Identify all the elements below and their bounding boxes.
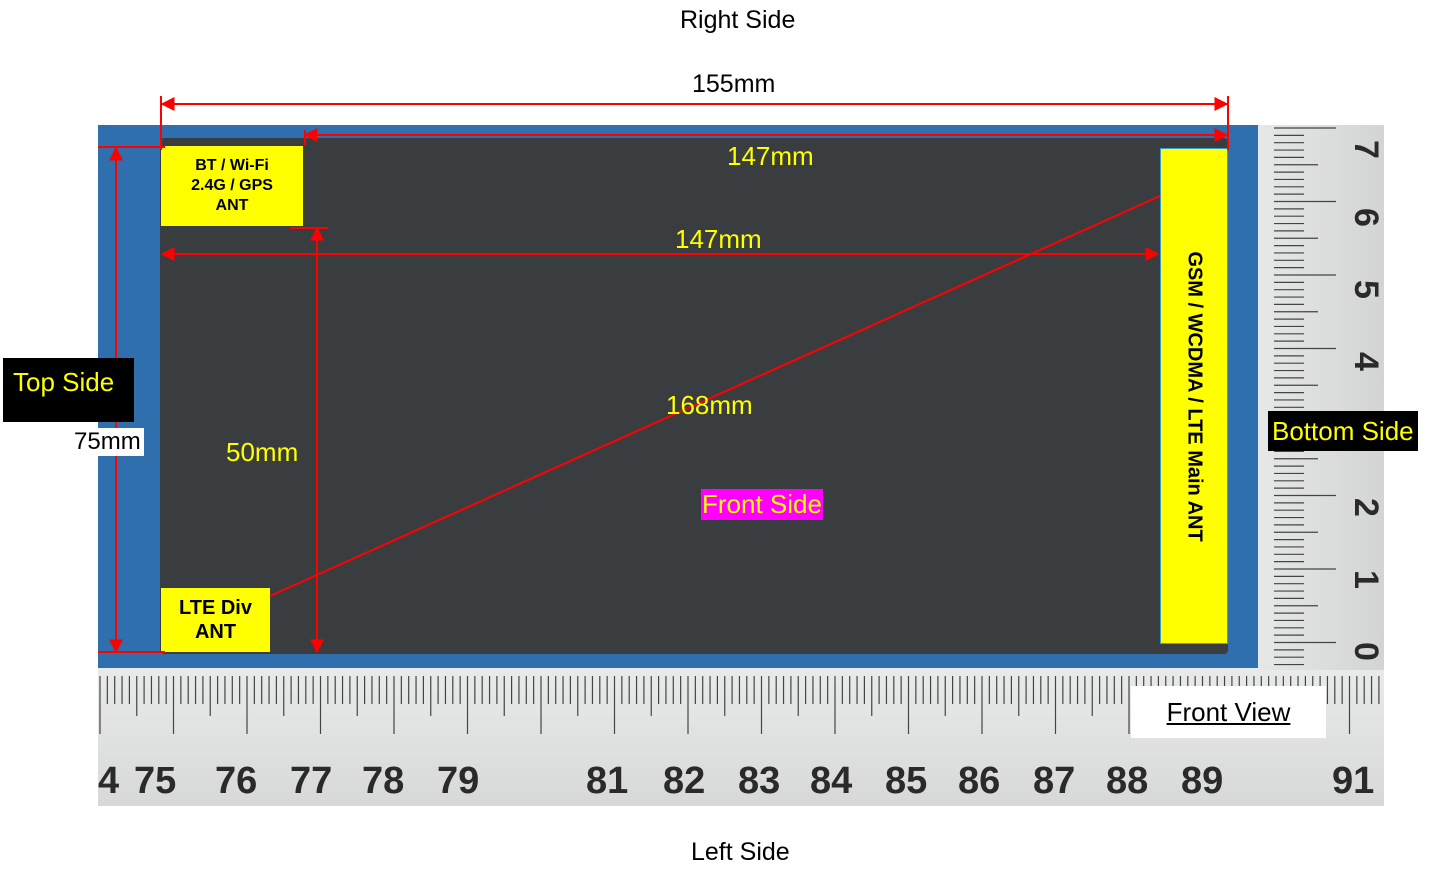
bottom-side-label: Bottom Side: [1268, 411, 1418, 451]
ruler-number: 79: [437, 760, 480, 802]
main-antenna-tag: GSM / WCDMA / LTE Main ANT: [1160, 148, 1228, 644]
lte-div-antenna-tag: LTE Div ANT: [161, 588, 270, 652]
ruler-number: 4: [98, 760, 120, 802]
ruler-number: 85: [885, 760, 928, 802]
ruler-number: 75: [134, 760, 177, 802]
overall-length-label: 155mm: [692, 70, 776, 98]
mid-length-label: 147mm: [675, 224, 762, 254]
right-side-label: Right Side: [680, 6, 796, 34]
ruler-number: 77: [290, 760, 333, 802]
device-body: [160, 138, 1228, 654]
top-length-label: 147mm: [727, 141, 814, 171]
ruler-number: 78: [362, 760, 405, 802]
diagonal-label: 168mm: [666, 390, 753, 420]
ruler-number: 89: [1181, 760, 1224, 802]
top-side-label: Top Side: [3, 358, 134, 422]
bt-wifi-line3: ANT: [215, 197, 249, 214]
ruler-number: 83: [738, 760, 781, 802]
ruler-number: 82: [663, 760, 706, 802]
overall-width-label: 75mm: [74, 428, 144, 456]
ruler-number: 91: [1332, 760, 1375, 802]
ruler-number: 87: [1033, 760, 1076, 802]
ruler-number: 81: [586, 760, 629, 802]
front-side-label: Front Side: [701, 489, 823, 520]
ruler-number: 76: [215, 760, 258, 802]
bt-wifi-gps-antenna-tag: BT / Wi-Fi 2.4G / GPS ANT: [161, 146, 303, 226]
diagonal-line: [269, 195, 1161, 597]
left-side-label: Left Side: [691, 838, 790, 866]
ruler-number: 86: [958, 760, 1001, 802]
lte-div-line1: LTE Div: [179, 597, 252, 619]
bt-wifi-line1: BT / Wi-Fi: [195, 157, 269, 174]
front-view-label: Front View: [1131, 686, 1326, 738]
bt-wifi-line2: 2.4G / GPS: [191, 177, 273, 194]
lte-div-line2: ANT: [194, 621, 237, 643]
ruler-number: 84: [810, 760, 853, 802]
inner-width-label: 50mm: [226, 437, 299, 467]
ruler-number: 88: [1106, 760, 1149, 802]
